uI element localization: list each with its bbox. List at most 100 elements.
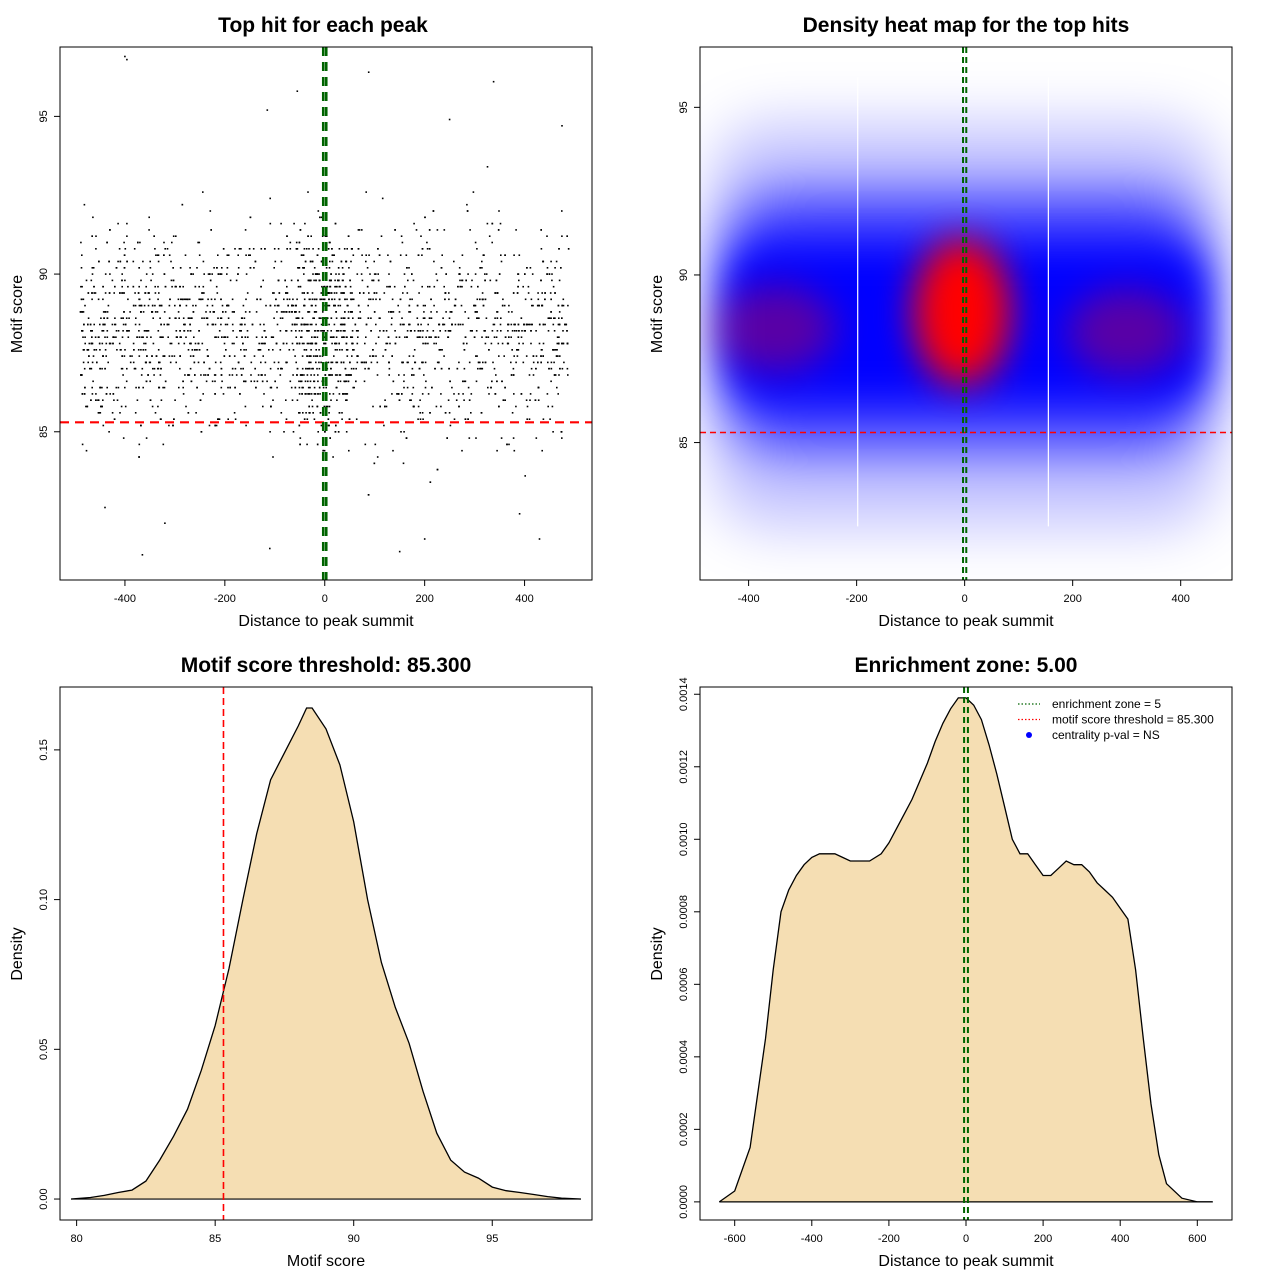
data-point <box>211 380 214 383</box>
data-point <box>459 323 462 326</box>
data-point <box>122 292 124 294</box>
data-point <box>340 317 343 319</box>
data-point <box>191 349 194 351</box>
data-point <box>402 462 405 465</box>
data-point <box>328 267 331 269</box>
data-point <box>440 367 443 370</box>
data-point <box>367 304 369 307</box>
data-point <box>556 349 558 351</box>
data-point <box>513 449 516 452</box>
data-point <box>204 374 207 376</box>
data-point <box>233 412 236 414</box>
data-point <box>344 367 347 370</box>
data-point <box>117 222 119 225</box>
data-point <box>95 349 98 351</box>
density-curve <box>718 697 1213 1203</box>
data-point <box>187 412 190 414</box>
data-point <box>104 311 107 313</box>
data-point <box>257 374 260 376</box>
data-point <box>390 323 393 326</box>
data-point <box>327 292 329 294</box>
data-point <box>535 330 537 332</box>
data-point <box>433 304 435 307</box>
data-point <box>342 279 344 282</box>
data-point <box>354 323 357 326</box>
data-point <box>558 374 560 376</box>
legend-label: enrichment zone = 5 <box>1052 697 1161 711</box>
data-point <box>315 298 318 301</box>
data-point <box>537 292 539 294</box>
data-point <box>332 336 335 338</box>
data-point <box>486 222 489 225</box>
data-point <box>316 330 319 332</box>
data-point <box>443 229 446 231</box>
data-point <box>255 386 257 389</box>
data-point <box>193 336 195 338</box>
data-point <box>424 304 426 307</box>
data-point <box>317 330 320 332</box>
data-point <box>261 336 263 338</box>
data-point <box>361 229 363 231</box>
data-point <box>214 361 217 364</box>
data-point <box>454 323 457 326</box>
data-point <box>552 431 554 433</box>
data-point <box>166 323 169 326</box>
data-point <box>240 374 243 376</box>
data-point <box>351 330 354 332</box>
data-point <box>274 380 276 383</box>
data-point <box>309 355 311 357</box>
data-point <box>138 336 141 338</box>
x-tick-label: -200 <box>878 1233 900 1245</box>
data-point <box>201 317 203 319</box>
data-point <box>263 393 265 395</box>
data-point <box>422 317 425 319</box>
data-point <box>408 304 411 307</box>
data-point <box>193 361 196 364</box>
data-point <box>114 317 116 319</box>
data-point <box>329 393 331 395</box>
data-point <box>561 367 564 370</box>
data-point <box>269 197 271 200</box>
data-point <box>282 342 285 345</box>
data-point <box>365 361 367 364</box>
data-point <box>476 298 479 301</box>
data-point <box>366 267 369 269</box>
data-point <box>319 412 322 414</box>
x-tick-label: 200 <box>1034 1233 1052 1245</box>
data-point <box>99 349 101 351</box>
data-point <box>240 349 242 351</box>
data-point <box>228 355 231 357</box>
data-point <box>513 323 515 326</box>
data-point <box>345 349 348 351</box>
data-point <box>386 342 389 345</box>
data-point <box>259 323 262 326</box>
data-point <box>234 248 236 250</box>
data-point <box>383 292 386 294</box>
data-point <box>136 399 139 401</box>
data-point <box>363 380 366 383</box>
data-point <box>89 367 91 370</box>
panel-title: Enrichment zone: 5.00 <box>855 654 1078 677</box>
data-point <box>164 522 166 524</box>
data-point <box>307 191 309 193</box>
data-point <box>86 405 89 408</box>
data-point <box>97 412 100 414</box>
data-point <box>313 393 316 395</box>
data-point <box>408 355 411 357</box>
data-point <box>352 386 354 389</box>
data-point <box>526 418 528 420</box>
data-point <box>442 317 444 319</box>
data-point <box>210 229 212 231</box>
data-point <box>220 374 223 376</box>
data-point <box>91 298 93 301</box>
data-point <box>129 361 132 364</box>
data-point <box>307 355 309 357</box>
data-point <box>443 355 445 357</box>
data-point <box>295 304 297 307</box>
data-point <box>222 393 225 395</box>
x-tick-label: -400 <box>801 1233 823 1245</box>
data-point <box>313 279 315 282</box>
data-point <box>365 191 367 193</box>
data-point <box>440 405 442 408</box>
